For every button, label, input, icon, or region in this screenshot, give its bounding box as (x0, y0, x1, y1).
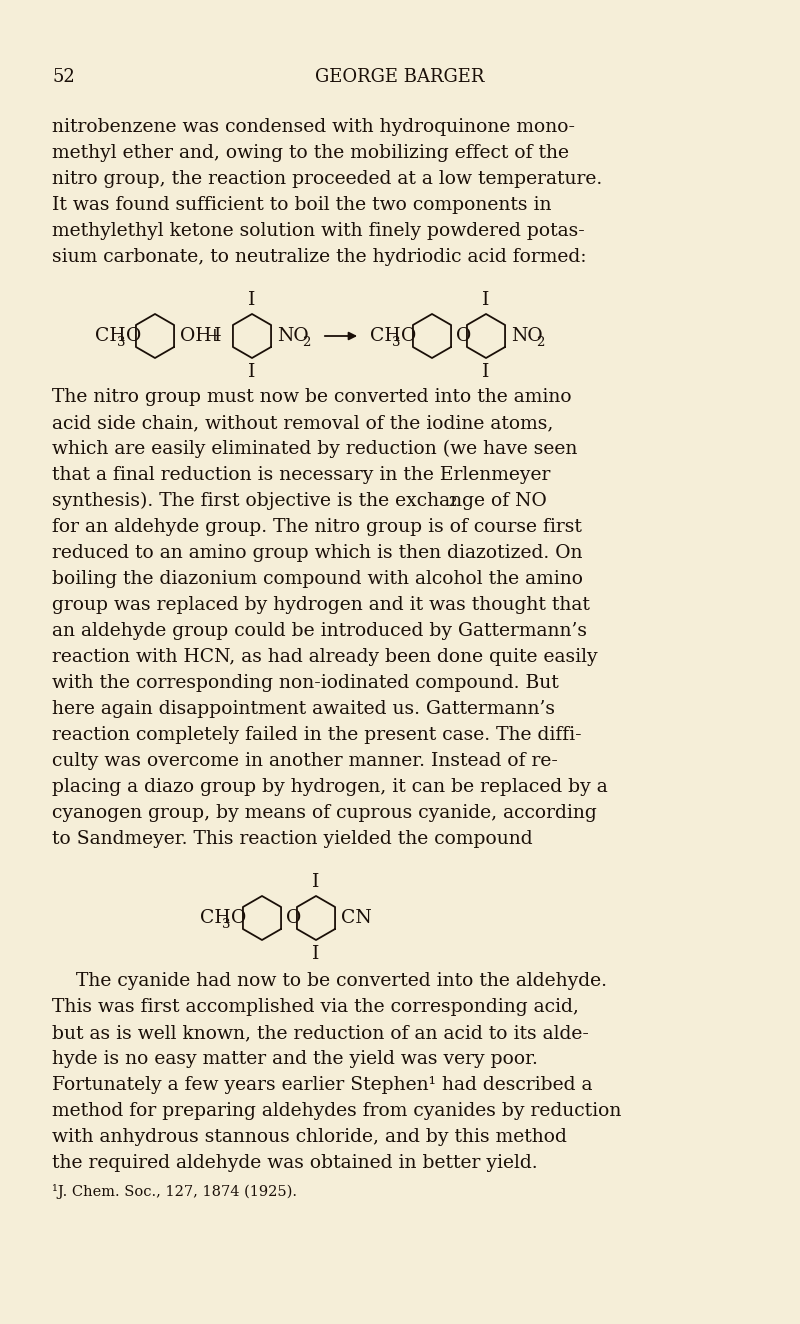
Text: NO: NO (277, 327, 309, 346)
Text: hyde is no easy matter and the yield was very poor.: hyde is no easy matter and the yield was… (52, 1050, 538, 1068)
Text: 3: 3 (117, 335, 126, 348)
Text: ¹J. Chem. Soc., 127, 1874 (1925).: ¹J. Chem. Soc., 127, 1874 (1925). (52, 1184, 297, 1200)
Text: Fortunately a few years earlier Stephen¹ had described a: Fortunately a few years earlier Stephen¹… (52, 1076, 593, 1094)
Text: 2: 2 (536, 335, 544, 348)
Text: CH: CH (370, 327, 401, 346)
Text: 2: 2 (302, 335, 310, 348)
Text: CN: CN (341, 910, 372, 927)
Text: I: I (214, 327, 222, 346)
Text: I: I (248, 291, 256, 308)
Text: I: I (312, 873, 320, 891)
Text: nitro group, the reaction proceeded at a low temperature.: nitro group, the reaction proceeded at a… (52, 169, 602, 188)
Text: reaction with HCN, as had already been done quite easily: reaction with HCN, as had already been d… (52, 647, 598, 666)
Text: GEORGE BARGER: GEORGE BARGER (315, 68, 485, 86)
Text: This was first accomplished via the corresponding acid,: This was first accomplished via the corr… (52, 998, 579, 1016)
Text: synthesis). The first objective is the exchange of NO: synthesis). The first objective is the e… (52, 493, 546, 510)
Text: method for preparing aldehydes from cyanides by reduction: method for preparing aldehydes from cyan… (52, 1102, 622, 1120)
Text: OH: OH (180, 327, 211, 346)
Text: boiling the diazonium compound with alcohol the amino: boiling the diazonium compound with alco… (52, 571, 583, 588)
Text: O: O (456, 327, 471, 346)
Text: placing a diazo group by hydrogen, it can be replaced by a: placing a diazo group by hydrogen, it ca… (52, 779, 608, 796)
Text: 3: 3 (222, 918, 230, 931)
Text: group was replaced by hydrogen and it was thought that: group was replaced by hydrogen and it wa… (52, 596, 590, 614)
Text: cyanogen group, by means of cuprous cyanide, according: cyanogen group, by means of cuprous cyan… (52, 804, 597, 822)
Text: methyl ether and, owing to the mobilizing effect of the: methyl ether and, owing to the mobilizin… (52, 144, 569, 162)
Text: reaction completely failed in the present case. The diffi-: reaction completely failed in the presen… (52, 726, 582, 744)
Text: O: O (126, 327, 142, 346)
Text: culty was overcome in another manner. Instead of re-: culty was overcome in another manner. In… (52, 752, 558, 771)
Text: I: I (248, 363, 256, 381)
Text: O: O (286, 910, 302, 927)
Text: with anhydrous stannous chloride, and by this method: with anhydrous stannous chloride, and by… (52, 1128, 567, 1147)
Text: O: O (401, 327, 416, 346)
Text: O: O (231, 910, 246, 927)
Text: methylethyl ketone solution with finely powdered potas-: methylethyl ketone solution with finely … (52, 222, 585, 240)
Text: NO: NO (511, 327, 542, 346)
Text: reduced to an amino group which is then diazotized. On: reduced to an amino group which is then … (52, 544, 582, 561)
Text: to Sandmeyer. This reaction yielded the compound: to Sandmeyer. This reaction yielded the … (52, 830, 533, 847)
Text: 52: 52 (52, 68, 74, 86)
Text: that a final reduction is necessary in the Erlenmeyer: that a final reduction is necessary in t… (52, 466, 550, 485)
Text: The nitro group must now be converted into the amino: The nitro group must now be converted in… (52, 388, 572, 406)
Text: 3: 3 (392, 335, 401, 348)
Text: sium carbonate, to neutralize the hydriodic acid formed:: sium carbonate, to neutralize the hydrio… (52, 248, 586, 266)
Text: The cyanide had now to be converted into the aldehyde.: The cyanide had now to be converted into… (52, 972, 607, 990)
Text: +: + (207, 327, 222, 346)
Text: I: I (482, 291, 490, 308)
Text: nitrobenzene was condensed with hydroquinone mono-: nitrobenzene was condensed with hydroqui… (52, 118, 575, 136)
Text: the required aldehyde was obtained in better yield.: the required aldehyde was obtained in be… (52, 1155, 538, 1172)
Text: I: I (312, 945, 320, 963)
Text: but as is well known, the reduction of an acid to its alde-: but as is well known, the reduction of a… (52, 1023, 589, 1042)
Text: with the corresponding non-iodinated compound. But: with the corresponding non-iodinated com… (52, 674, 558, 692)
Text: CH: CH (200, 910, 230, 927)
Text: for an aldehyde group. The nitro group is of course first: for an aldehyde group. The nitro group i… (52, 518, 582, 536)
Text: I: I (482, 363, 490, 381)
Text: CH: CH (95, 327, 126, 346)
Text: It was found sufficient to boil the two components in: It was found sufficient to boil the two … (52, 196, 551, 214)
Text: acid side chain, without removal of the iodine atoms,: acid side chain, without removal of the … (52, 414, 554, 432)
Text: 2: 2 (449, 496, 457, 508)
Text: here again disappointment awaited us. Gattermann’s: here again disappointment awaited us. Ga… (52, 700, 555, 718)
Text: which are easily eliminated by reduction (we have seen: which are easily eliminated by reduction… (52, 440, 578, 458)
Text: an aldehyde group could be introduced by Gattermann’s: an aldehyde group could be introduced by… (52, 622, 587, 639)
